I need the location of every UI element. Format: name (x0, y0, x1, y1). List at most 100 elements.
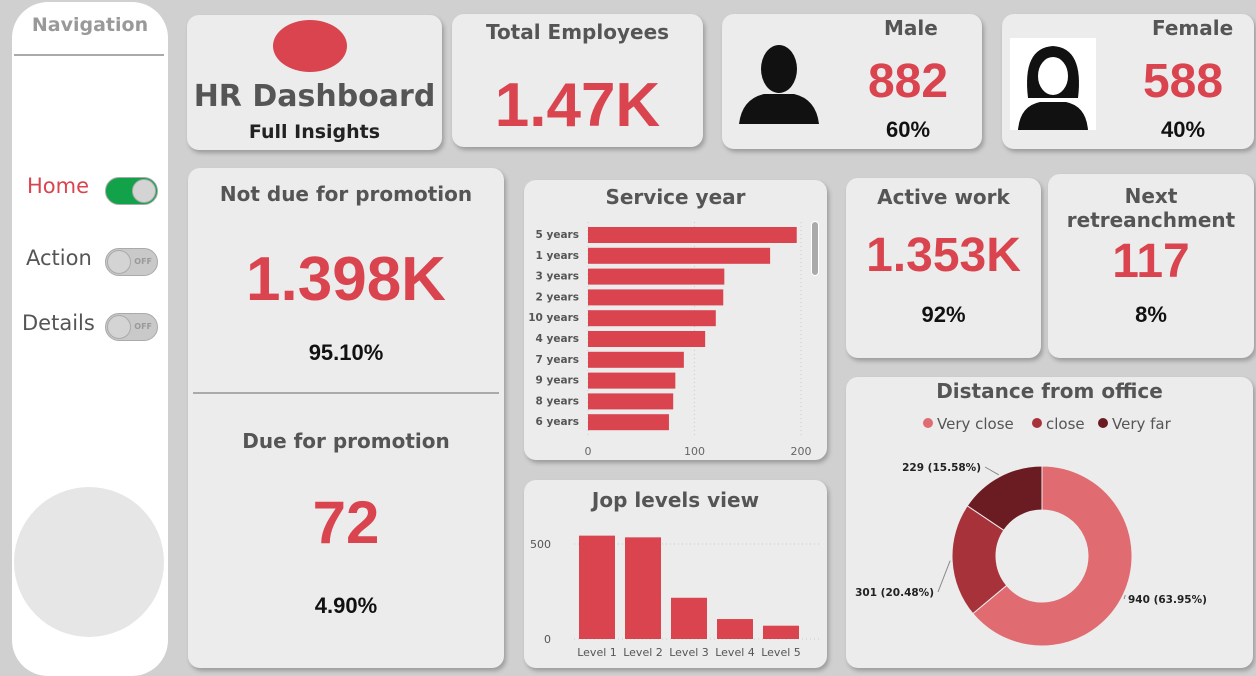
active-work-card: Active work 1.353K 92% (846, 178, 1041, 358)
data-label: 940 (63.95%) (1128, 594, 1207, 606)
retrench-label: Next retreanchment (1066, 184, 1236, 232)
leader-line (937, 560, 951, 593)
promotion-divider (193, 392, 499, 394)
details-toggle[interactable]: OFF (105, 313, 158, 341)
title-card: HR Dashboard Full Insights (187, 15, 442, 150)
retrenchment-card: Next retreanchment 117 8% (1048, 174, 1254, 358)
nav-label-action: Action (26, 246, 92, 270)
x-tick-label: 0 (585, 445, 592, 458)
donut-slice (966, 465, 1043, 532)
male-card: Male 882 60% (722, 14, 982, 149)
not-due-label: Not due for promotion (219, 182, 473, 206)
y-tick-label: 2 years (536, 291, 579, 303)
bar (717, 619, 753, 639)
bar (588, 289, 724, 306)
logo-circle (273, 20, 347, 72)
legend-marker (923, 418, 933, 428)
service-year-title: Service year (605, 185, 746, 209)
distance-card: Distance from office Very close close Very… (846, 377, 1253, 668)
x-tick-label: Level 3 (669, 646, 709, 659)
female-value: 588 (1142, 55, 1224, 108)
legend-label: Very far (1112, 415, 1172, 433)
nav-title: Navigation (31, 14, 149, 36)
total-employees-card: Total Employees 1.47K (452, 14, 703, 147)
navigation-panel: Navigation Home Action OFF Details OFF (12, 2, 168, 676)
legend-marker (1098, 418, 1108, 428)
female-card: Female 588 40% (1002, 14, 1254, 149)
not-due-percent: 95.10% (308, 340, 384, 365)
not-due-value: 1.398K (246, 245, 446, 314)
x-tick-label: Level 5 (761, 646, 801, 659)
female-label: Female (1152, 16, 1234, 40)
x-tick-label: 200 (791, 445, 812, 458)
action-toggle[interactable]: OFF (105, 248, 158, 276)
male-label: Male (884, 16, 938, 40)
total-label: Total Employees (485, 20, 670, 44)
y-tick-label: 0 (544, 633, 551, 646)
toggle-off-label: OFF (134, 257, 152, 266)
data-label: 229 (15.58%) (902, 462, 981, 474)
male-value: 882 (867, 55, 949, 108)
bar (588, 227, 797, 243)
nav-label-home: Home (27, 174, 90, 198)
dashboard-subtitle: Full Insights (248, 121, 381, 143)
bar (588, 268, 725, 285)
avatar-placeholder (14, 487, 164, 637)
y-tick-label: 7 years (536, 354, 579, 366)
promotion-card: Not due for promotion 1.398K 95.10% Due … (188, 168, 504, 668)
bar (588, 372, 676, 389)
bar (763, 625, 799, 639)
x-tick-label: Level 4 (715, 646, 755, 659)
due-label: Due for promotion (242, 429, 450, 453)
service-year-chart: 0 100 200 5 years 1 years 3 years 2 years 10 ye… (528, 222, 812, 458)
y-tick-label: 9 years (536, 375, 579, 387)
nav-divider (14, 54, 164, 56)
active-percent: 92% (921, 302, 966, 327)
bar (588, 393, 674, 410)
y-tick-label: 5 years (536, 229, 579, 241)
y-tick-label: 10 years (528, 312, 579, 324)
job-levels-card: Jop levels view 0 500 Level 1 Level 2 Level … (524, 480, 827, 668)
distance-chart: Very close close Very far 940 (63.95%) 301 (… (855, 415, 1207, 647)
active-label: Active work (877, 185, 1010, 209)
male-avatar-icon (739, 45, 819, 124)
active-value: 1.353K (866, 229, 1021, 282)
service-year-scrollbar[interactable] (811, 221, 819, 276)
x-tick-label: Level 2 (623, 646, 663, 659)
bar (588, 247, 771, 264)
x-tick-label: 100 (684, 445, 705, 458)
x-tick-label: Level 1 (577, 646, 617, 659)
leader-line (984, 466, 999, 476)
service-year-card: Service year 0 100 200 5 years 1 years 3 year… (524, 180, 827, 460)
due-value: 72 (312, 489, 380, 556)
y-tick-label: 3 years (536, 271, 579, 283)
female-avatar-icon (1010, 38, 1096, 130)
nav-label-details: Details (22, 311, 95, 335)
job-levels-chart: 0 500 Level 1 Level 2 Level 3 Level 4 Level 5 (530, 535, 822, 659)
bar (579, 535, 615, 639)
bar (588, 351, 684, 368)
male-percent: 60% (885, 117, 931, 142)
y-tick-label: 6 years (536, 416, 579, 428)
bar (588, 331, 706, 347)
bar (588, 414, 669, 431)
y-tick-label: 8 years (536, 395, 579, 407)
retrench-percent: 8% (1135, 302, 1167, 327)
y-tick-label: 4 years (536, 333, 579, 345)
legend-marker (1032, 418, 1042, 428)
dashboard-title: HR Dashboard (193, 79, 436, 114)
bar (671, 597, 707, 639)
donut-slice (972, 465, 1133, 647)
retrench-value: 117 (1112, 235, 1190, 288)
distance-title: Distance from office (936, 379, 1163, 403)
leader-line (1123, 594, 1126, 600)
home-toggle[interactable] (105, 177, 158, 205)
legend-label: Very close (937, 415, 1014, 433)
due-percent: 4.90% (314, 593, 378, 618)
job-levels-title: Jop levels view (591, 488, 760, 512)
y-tick-label: 500 (530, 538, 551, 551)
data-label: 301 (20.48%) (855, 587, 934, 599)
bar (588, 310, 716, 327)
bar (625, 537, 661, 639)
total-value: 1.47K (494, 71, 661, 140)
